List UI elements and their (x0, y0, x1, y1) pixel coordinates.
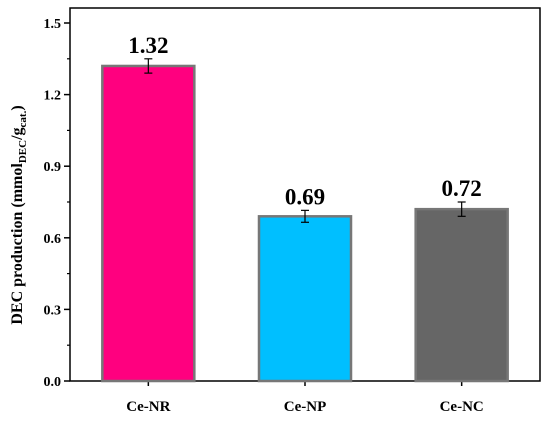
y-tick-label-3: 0.9 (44, 160, 62, 175)
y-axis-label-sub2: cat. (17, 110, 29, 127)
bar-ce-nc (414, 207, 509, 383)
y-axis-label-main: DEC production (mmol (9, 163, 26, 325)
data-label-0: 1.32 (128, 33, 168, 58)
y-tick-label-2: 0.6 (44, 232, 62, 247)
y-axis-label-mid: /g (9, 127, 26, 140)
y-axis-label-end: ) (9, 105, 26, 110)
y-tick-label-0: 0.0 (44, 375, 62, 390)
y-axis-label: DEC production (mmolDEC/gcat.) (9, 105, 29, 324)
x-tick-label-1: Ce-NP (284, 399, 326, 415)
y-tick-label-5: 1.5 (44, 17, 62, 32)
bar-ce-nr (101, 64, 196, 383)
data-label-2: 0.72 (442, 176, 482, 201)
bars: 1.32 0.69 0.72 (101, 33, 509, 383)
x-tick-label-0: Ce-NR (126, 399, 170, 415)
y-axis: 0.0 0.3 0.6 0.9 1.2 1.5 (44, 17, 70, 390)
data-label-1: 0.69 (285, 184, 325, 209)
y-tick-label-4: 1.2 (44, 89, 62, 104)
y-axis-label-sub1: DEC (17, 140, 29, 163)
bar-ce-np (257, 215, 353, 383)
x-axis: Ce-NR Ce-NP Ce-NC (126, 381, 484, 415)
y-tick-label-1: 0.3 (44, 303, 62, 318)
x-tick-label-2: Ce-NC (440, 399, 484, 415)
